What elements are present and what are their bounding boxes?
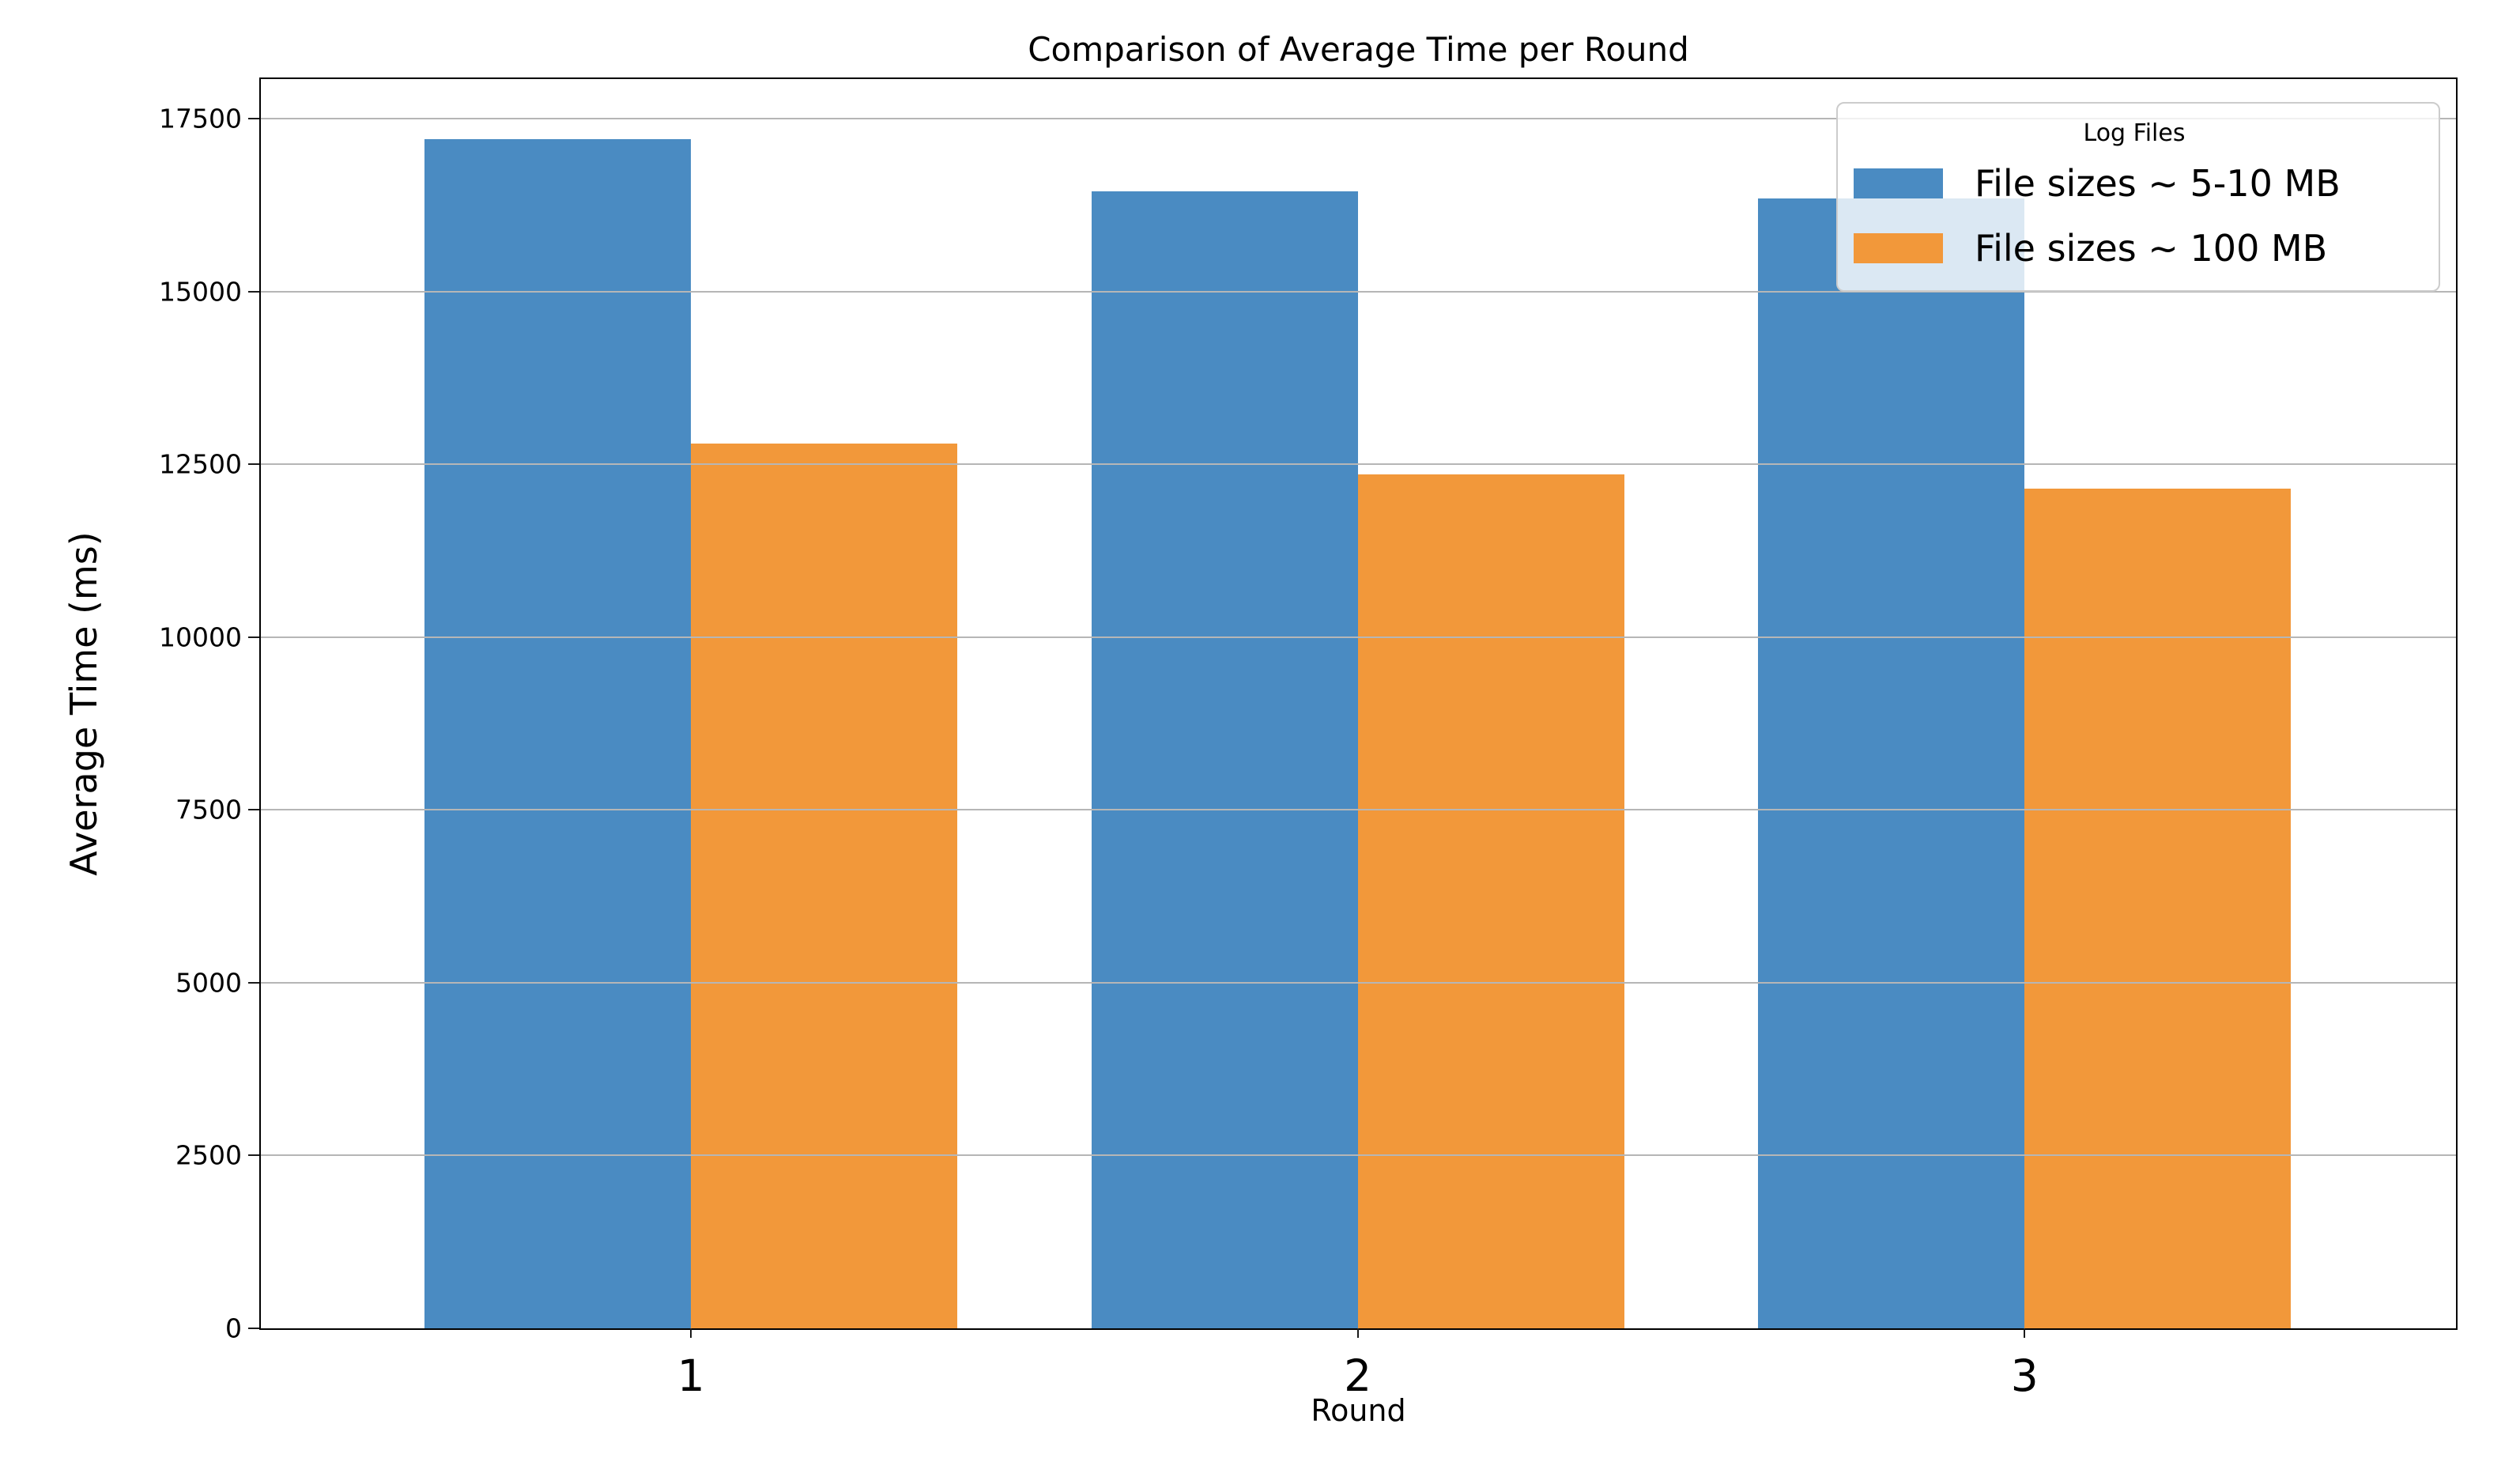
legend-title: Log Files bbox=[2083, 119, 2186, 147]
y-tick-label-12500: 12500 bbox=[159, 448, 242, 480]
y-tick-mark bbox=[248, 1154, 259, 1157]
bar-round2-series1 bbox=[1091, 191, 1358, 1328]
x-tick-mark bbox=[690, 1328, 692, 1338]
legend-swatch-orange bbox=[1854, 233, 1943, 263]
legend-entry: File sizes ~ 100 MB bbox=[1854, 227, 2415, 270]
x-tick-mark bbox=[2024, 1328, 2026, 1338]
y-tick-label-2500: 2500 bbox=[175, 1139, 242, 1171]
legend-entry: File sizes ~ 5-10 MB bbox=[1854, 165, 2415, 202]
y-tick-label-10000: 10000 bbox=[159, 621, 242, 653]
bar-round1-series2 bbox=[691, 444, 958, 1328]
legend-label: File sizes ~ 100 MB bbox=[1975, 227, 2328, 270]
x-tick-mark bbox=[1356, 1328, 1359, 1338]
plot-area: Comparison of Average Time per Round Ave… bbox=[62, 30, 2458, 1428]
y-tick-label-5000: 5000 bbox=[175, 967, 242, 999]
bar-round2-series2 bbox=[1357, 474, 1624, 1328]
x-tick-label-3: 3 bbox=[2010, 1350, 2039, 1401]
y-tick-mark bbox=[248, 809, 259, 811]
y-tick-label-17500: 17500 bbox=[159, 103, 242, 134]
legend-label: File sizes ~ 5-10 MB bbox=[1975, 162, 2341, 205]
x-axis-label: Round bbox=[1311, 1393, 1406, 1428]
bar-round3-series2 bbox=[2024, 489, 2292, 1328]
y-tick-label-15000: 15000 bbox=[159, 276, 242, 308]
y-tick-mark bbox=[248, 1328, 259, 1329]
y-tick-mark bbox=[248, 118, 259, 119]
y-tick-mark bbox=[248, 981, 259, 984]
legend-swatch-blue bbox=[1854, 168, 1943, 198]
y-tick-mark bbox=[248, 290, 259, 293]
y-axis-label: Average Time (ms) bbox=[62, 531, 105, 876]
x-tick-label-2: 2 bbox=[1344, 1350, 1372, 1401]
bar-round1-series1 bbox=[424, 139, 692, 1328]
x-tick-label-1: 1 bbox=[677, 1350, 705, 1401]
chart-title: Comparison of Average Time per Round bbox=[1028, 30, 1689, 69]
y-tick-label-0: 0 bbox=[225, 1313, 242, 1344]
y-tick-mark bbox=[248, 636, 259, 638]
bar-round3-series1 bbox=[1758, 198, 2025, 1328]
bars-layer bbox=[261, 79, 2456, 1328]
y-tick-mark bbox=[248, 463, 259, 466]
legend: Log Files File sizes ~ 5-10 MB File size… bbox=[1836, 102, 2440, 292]
y-tick-label-7500: 7500 bbox=[175, 794, 242, 825]
